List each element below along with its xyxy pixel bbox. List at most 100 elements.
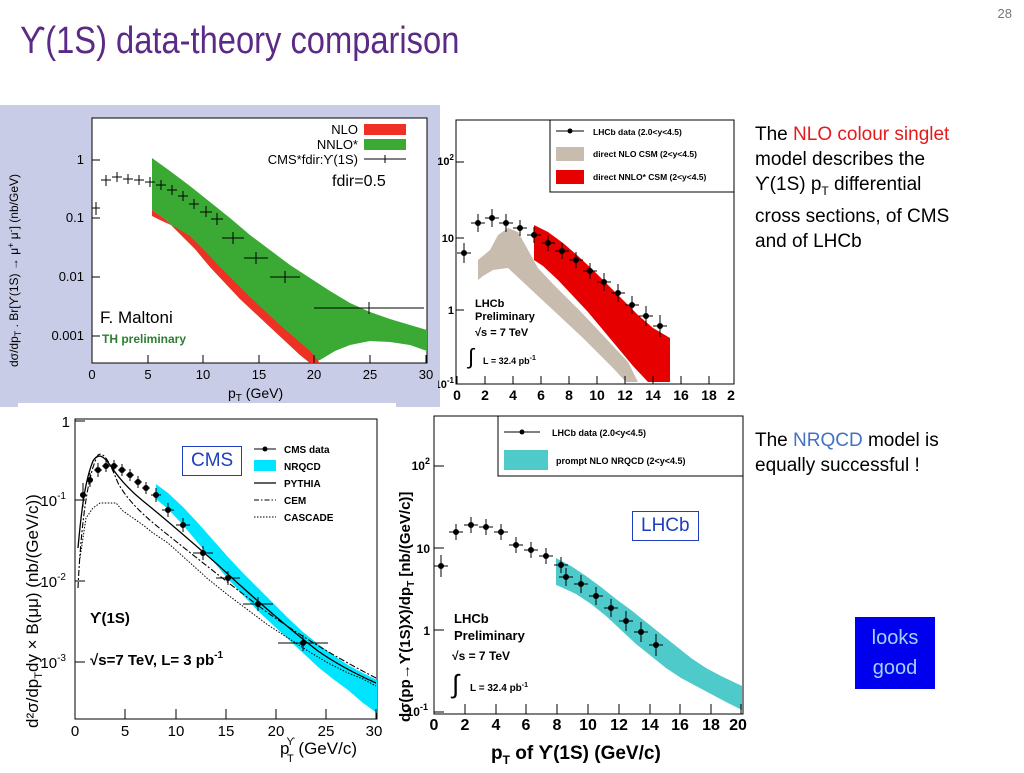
legend-nnlo-swatch	[364, 139, 406, 150]
lhcb-label-box: LHCb	[632, 511, 699, 541]
lhcb-data-points	[457, 209, 667, 337]
xtick: 20	[729, 717, 747, 734]
xtick: 12	[617, 387, 633, 403]
legend-cascade: CASCADE	[284, 513, 334, 524]
page-number: 28	[997, 6, 1012, 21]
xtick: 14	[645, 387, 661, 403]
xtick: 18	[702, 717, 720, 734]
plot-cms-nrqcd-svg: 1 10-1 10-2 10-3 0 5 10 15 20 25 30 pϒ T …	[23, 414, 383, 765]
y-axis-label: d²σ/dpTdy × B(μμ) (nb/(GeV/c))	[23, 494, 45, 728]
lumi-label: L = 32.4 pb-1	[483, 355, 536, 366]
ytick: 10-1	[438, 376, 455, 391]
legend-cem: CEM	[284, 496, 306, 507]
xtick: 16	[671, 717, 689, 734]
y-axis-label: dσ/dpT . Br[ϒ(1S) → μ+ μ-] (nb/GeV)	[6, 174, 23, 367]
xtick: 8	[565, 387, 573, 403]
legend-pythia: PYTHIA	[284, 479, 321, 490]
text-line: and of LHCb	[755, 230, 862, 252]
text-line: model describes the	[755, 149, 926, 170]
xtick: 15	[218, 723, 235, 740]
ytick: 1	[448, 305, 454, 317]
cascade-curve	[79, 502, 377, 687]
ytick: 10	[442, 233, 454, 245]
nnlo-band	[152, 158, 427, 363]
legend-nlo-swatch	[364, 124, 406, 135]
prelim-label: Preliminary	[454, 628, 526, 643]
ytick: 10-1	[40, 491, 66, 510]
y-axis-label: dσ(pp→ϒ(1S)X)/dpT [nb/(GeV/c)]	[397, 492, 417, 722]
xtick: 5	[144, 367, 151, 382]
legend-nlo: direct NLO CSM (2<y<4.5)	[593, 149, 697, 159]
lhcb-data-points	[434, 517, 663, 656]
prelim-label: Preliminary	[475, 311, 536, 323]
text-nlo-description: The NLO colour singlet model describes t…	[755, 122, 1015, 254]
looks-good-line2: good	[872, 657, 918, 679]
ytick: 10-1	[407, 702, 428, 719]
prelim-label: TH preliminary	[102, 332, 186, 346]
text-sub: T	[821, 183, 829, 198]
plot-nlo-cms: 1 0.1 0.01 0.001 0 5 10 15 20 25 30 pT (…	[0, 105, 440, 407]
lhcb-label: LHCb	[454, 611, 489, 626]
legend-cms-marker	[364, 155, 406, 163]
legend-nnlo-swatch	[556, 170, 584, 184]
legend-nlo: NLO	[331, 122, 358, 137]
xtick: 18	[701, 387, 717, 403]
xtick: 0	[453, 387, 461, 403]
cem-curve	[77, 453, 377, 679]
ytick: 1	[423, 624, 430, 638]
sqrt-label: √s = 7 TeV	[475, 327, 529, 339]
xtick: 14	[641, 717, 659, 734]
ytick: 10-3	[40, 653, 66, 672]
ytick: 0.001	[51, 328, 84, 343]
legend-data: LHCb data (2.0<y<4.5)	[552, 428, 646, 438]
ytick: 102	[412, 456, 430, 473]
x-axis-label: pϒ T (GeV/c)	[280, 736, 357, 765]
xtick: 25	[363, 367, 377, 382]
xtick: 10	[168, 723, 185, 740]
ytick: 102	[438, 153, 455, 168]
xtick: 2	[481, 387, 489, 403]
ytick: 0.1	[66, 210, 84, 225]
text-line: ϒ(1S) p	[755, 174, 822, 195]
text-post: model is	[862, 430, 939, 451]
xtick: 0	[71, 723, 79, 740]
text-highlight-nrqcd: NRQCD	[793, 430, 863, 451]
xtick: 16	[673, 387, 689, 403]
pythia-curve	[77, 455, 377, 684]
xtick: 30	[366, 723, 383, 740]
ytick: 10-2	[40, 572, 66, 591]
legend: LHCb data (2.0<y<4.5) prompt NLO NRQCD (…	[497, 415, 744, 477]
xtick: 10	[579, 717, 597, 734]
integral-sign-icon: ∫	[450, 669, 461, 699]
text-nrqcd-description: The NRQCD model is equally successful !	[755, 428, 1015, 478]
slide-title: ϒ(1S) data-theory comparison	[20, 20, 460, 62]
ytick: 1	[77, 152, 84, 167]
legend-cms-data: CMS data	[284, 445, 330, 456]
nrqcd-band	[156, 484, 377, 713]
sqrt-label: √s=7 TeV, L= 3 pb-1	[90, 650, 223, 669]
legend: CMS data NRQCD PYTHIA CEM CASCADE	[254, 445, 334, 524]
plot-lhcb-nrqcd-svg: 102 10 1 10-1 0 2 4 6 8 10 12 14 16 18 2…	[397, 415, 747, 767]
text-line: cross sections, of CMS	[755, 205, 950, 227]
legend-nrqcd-swatch	[504, 450, 548, 470]
plot-lhcb-csm-svg: 102 10 1 10-1 0 2 4 6 8 10 12 14 16 18 2…	[435, 119, 735, 403]
xtick: 20	[307, 367, 321, 382]
xtick: 0	[88, 367, 95, 382]
ytick: 10	[417, 542, 431, 556]
state-label: ϒ(1S)	[90, 610, 130, 627]
text-line: differential	[828, 174, 922, 195]
cms-data-points	[92, 172, 424, 314]
looks-good-line1: looks	[871, 627, 919, 649]
legend-nlo-swatch	[556, 147, 584, 161]
xtick: 10	[196, 367, 210, 382]
legend: LHCb data (2.0<y<4.5) direct NLO CSM (2<…	[549, 119, 735, 193]
legend-nrqcd: NRQCD	[284, 462, 321, 473]
lhcb-label: LHCb	[475, 298, 505, 310]
xtick: 5	[121, 723, 129, 740]
xtick: 20	[268, 723, 285, 740]
text-pre: The	[755, 430, 794, 451]
xtick: 2	[461, 717, 470, 734]
xtick: 2	[727, 387, 735, 403]
xtick: 10	[589, 387, 605, 403]
xtick: 4	[492, 717, 501, 734]
